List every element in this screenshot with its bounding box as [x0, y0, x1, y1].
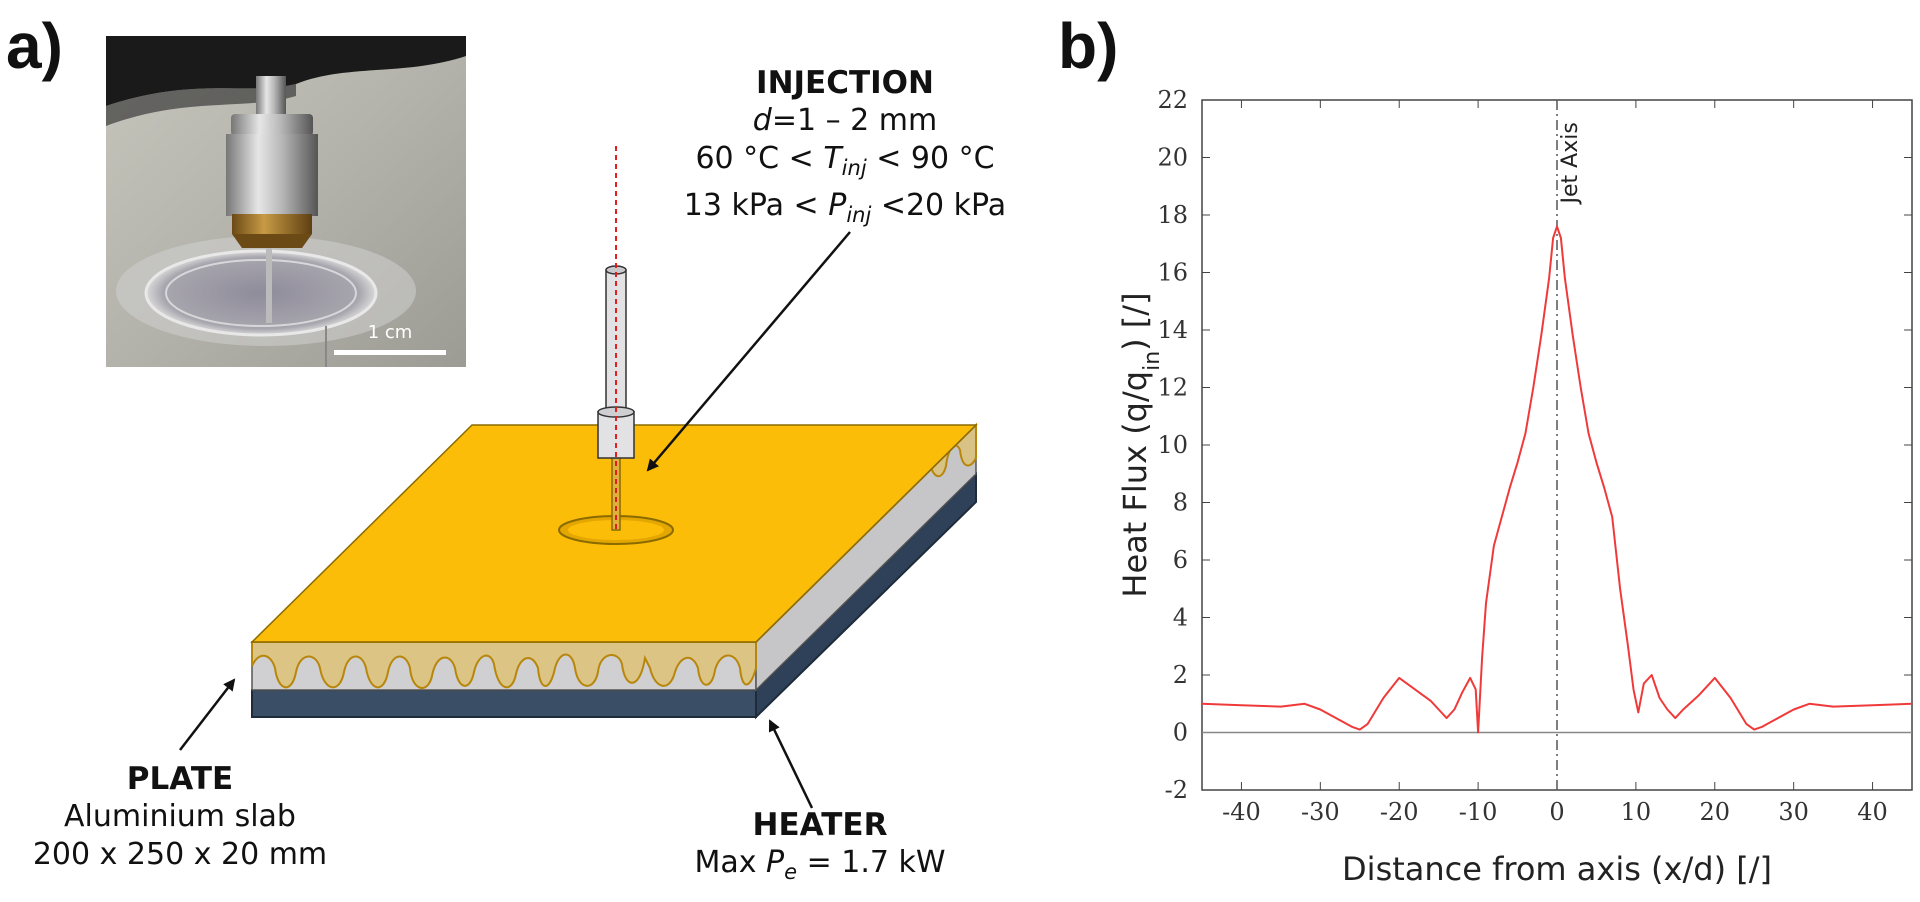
heater-title: HEATER: [752, 807, 888, 843]
y-tick-label: 22: [1157, 86, 1188, 114]
y-tick-label: 12: [1157, 374, 1188, 402]
injection-caption: INJECTION d=1 – 2 mm 60 °C < Tinj < 90 °…: [640, 64, 1050, 234]
x-tick-label: -30: [1301, 798, 1340, 826]
plate-arrow: [179, 678, 236, 751]
y-tick-label: 16: [1157, 259, 1188, 287]
heat-flux-curve: [1201, 225, 1913, 734]
injection-diameter: d=1 – 2 mm: [752, 103, 938, 138]
heater-power: Max Pe = 1.7 kW: [694, 845, 946, 884]
plate-title: PLATE: [126, 761, 234, 797]
x-tick-label: 20: [1700, 798, 1731, 826]
x-tick-label: -40: [1222, 798, 1261, 826]
scale-bar-label: 1 cm: [368, 322, 413, 343]
heater-arrow: [768, 719, 814, 809]
injection-temperature: 60 °C < Tinj < 90 °C: [695, 141, 995, 180]
y-tick-label: -2: [1165, 776, 1188, 804]
plate-material: Aluminium slab: [64, 799, 296, 834]
plate-caption: PLATE Aluminium slab 200 x 250 x 20 mm: [0, 760, 360, 874]
y-tick-label: 8: [1173, 489, 1188, 517]
y-tick-label: 14: [1157, 316, 1188, 344]
y-tick-label: 18: [1157, 201, 1188, 229]
injection-pressure: 13 kPa < Pinj <20 kPa: [683, 188, 1007, 227]
y-tick-label: 10: [1157, 431, 1188, 459]
x-tick-label: 10: [1621, 798, 1652, 826]
panel-b-label: b): [1058, 10, 1119, 82]
x-tick-label: 0: [1549, 798, 1564, 826]
x-tick-label: -10: [1459, 798, 1498, 826]
x-axis-label: Distance from axis (x/d) [/]: [1342, 850, 1772, 888]
injection-arrow: [646, 231, 851, 472]
plate-dimensions: 200 x 250 x 20 mm: [32, 837, 328, 872]
resin-drips-front: [251, 641, 757, 689]
x-tick-label: -20: [1380, 798, 1419, 826]
jet-axis-label: Jet Axis: [1558, 122, 1583, 205]
x-tick-label: 30: [1778, 798, 1809, 826]
panel-a-label: a): [6, 10, 63, 82]
y-axis-label: Heat Flux (q/qin) [/]: [1116, 292, 1165, 597]
heater-caption: HEATER Max Pe = 1.7 kW: [660, 806, 980, 891]
y-tick-label: 2: [1173, 661, 1188, 689]
y-tick-label: 0: [1173, 719, 1188, 747]
y-tick-label: 4: [1173, 604, 1188, 632]
heat-flux-chart: -40 -30 -20 -10 0 10 20 30 40-202468101214161820…: [1116, 86, 1913, 888]
y-tick-label: 6: [1173, 546, 1188, 574]
injection-title: INJECTION: [756, 65, 934, 101]
plate-diagram: [179, 146, 978, 809]
y-tick-label: 20: [1157, 144, 1188, 172]
heater-front: [251, 689, 757, 718]
nozzle-photo: 1 cm: [106, 36, 466, 367]
x-tick-label: 40: [1857, 798, 1888, 826]
